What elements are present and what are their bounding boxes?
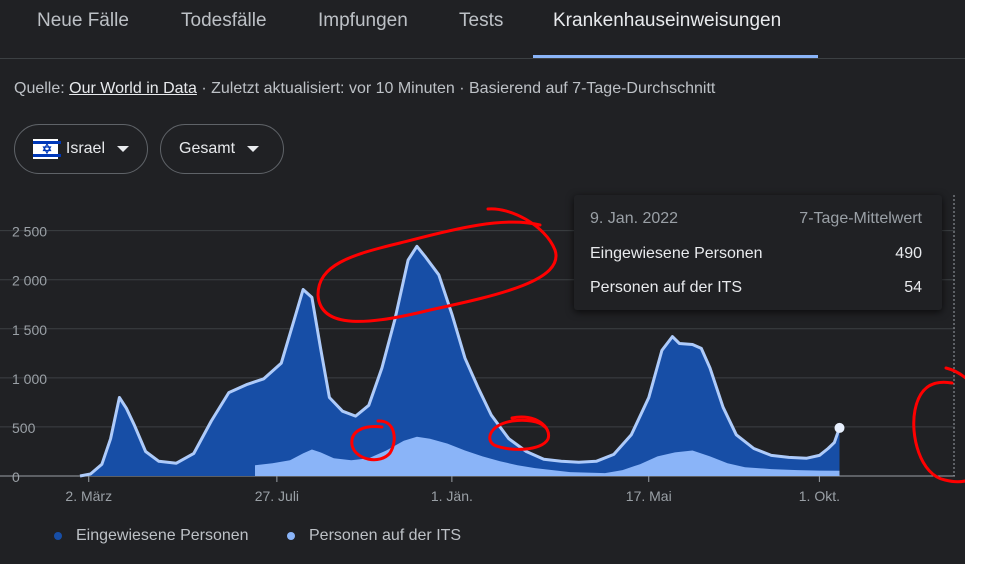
x-tick-label: 1. Jän.: [431, 488, 473, 504]
tooltip-kind: 7-Tage-Mittelwert: [799, 210, 922, 227]
y-tick-label: 2 500: [12, 224, 47, 240]
chart-tooltip: 9. Jan. 2022 7-Tage-Mittelwert Eingewies…: [574, 195, 942, 310]
y-tick-label: 1 500: [12, 322, 47, 338]
tooltip-icu-label: Personen auf der ITS: [590, 279, 743, 296]
tab-krankenhauseinweisungen[interactable]: Krankenhauseinweisungen: [553, 10, 782, 31]
annotation-circle-latest: [912, 366, 965, 484]
icu-area: [255, 436, 840, 476]
annotation-circle-icu-1: [350, 419, 396, 462]
admitted-line: [79, 244, 841, 478]
tooltip-icu-value: 54: [904, 279, 922, 296]
y-tick-label: 1 000: [12, 371, 47, 387]
x-tick-label: 1. Okt.: [799, 488, 840, 504]
source-link[interactable]: Our World in Data: [69, 80, 197, 97]
tooltip-date: 9. Jan. 2022: [590, 210, 679, 227]
x-tick-label: 27. Juli: [255, 488, 299, 504]
tab-bar: Neue Fälle Todesfälle Impfungen Tests Kr…: [0, 0, 965, 59]
source-suffix: · Zuletzt aktualisiert: vor 10 Minuten ·…: [196, 80, 716, 97]
y-tick-label: 0: [12, 469, 20, 485]
admitted-area: [80, 246, 840, 476]
tab-impfungen[interactable]: Impfungen: [318, 10, 408, 31]
tooltip-admitted-value: 490: [895, 245, 922, 262]
chevron-down-icon: [117, 146, 129, 152]
legend-dot-icu: [287, 532, 295, 540]
mode-dropdown[interactable]: Gesamt: [160, 124, 284, 174]
tab-todesfaelle[interactable]: Todesfälle: [181, 10, 267, 31]
legend-icu-label: Personen auf der ITS: [309, 527, 462, 544]
mode-label: Gesamt: [179, 140, 236, 157]
tab-tests[interactable]: Tests: [459, 10, 504, 31]
country-label: Israel: [65, 140, 105, 157]
x-tick-label: 2. März: [65, 488, 112, 504]
source-prefix: Quelle:: [14, 80, 70, 97]
legend-admitted[interactable]: Eingewiesene Personen: [54, 527, 249, 545]
annotation-ellipse-peaks: [316, 207, 558, 323]
legend-dot-admitted: [54, 532, 62, 540]
legend-icu[interactable]: Personen auf der ITS: [287, 527, 461, 545]
tab-neue-faelle[interactable]: Neue Fälle: [37, 10, 129, 31]
country-dropdown[interactable]: Israel: [14, 124, 148, 174]
source-line: Quelle: Our World in Data · Zuletzt aktu…: [14, 80, 715, 98]
x-tick-label: 17. Mai: [626, 488, 672, 504]
hospitalization-chart: 2. März 27. Juli 1. Jän. 17. Mai 1. Okt. 0 50…: [0, 195, 965, 504]
y-tick-label: 2 000: [12, 273, 47, 289]
y-tick-label: 500: [12, 420, 36, 436]
israel-flag-icon: [33, 139, 61, 159]
hover-point: [834, 422, 845, 433]
legend-admitted-label: Eingewiesene Personen: [76, 527, 249, 544]
right-white-margin: [965, 0, 1000, 564]
annotation-circle-icu-2: [488, 415, 551, 451]
chevron-down-icon: [247, 146, 260, 152]
tooltip-admitted-label: Eingewiesene Personen: [590, 245, 763, 262]
active-tab-indicator: [533, 55, 818, 58]
